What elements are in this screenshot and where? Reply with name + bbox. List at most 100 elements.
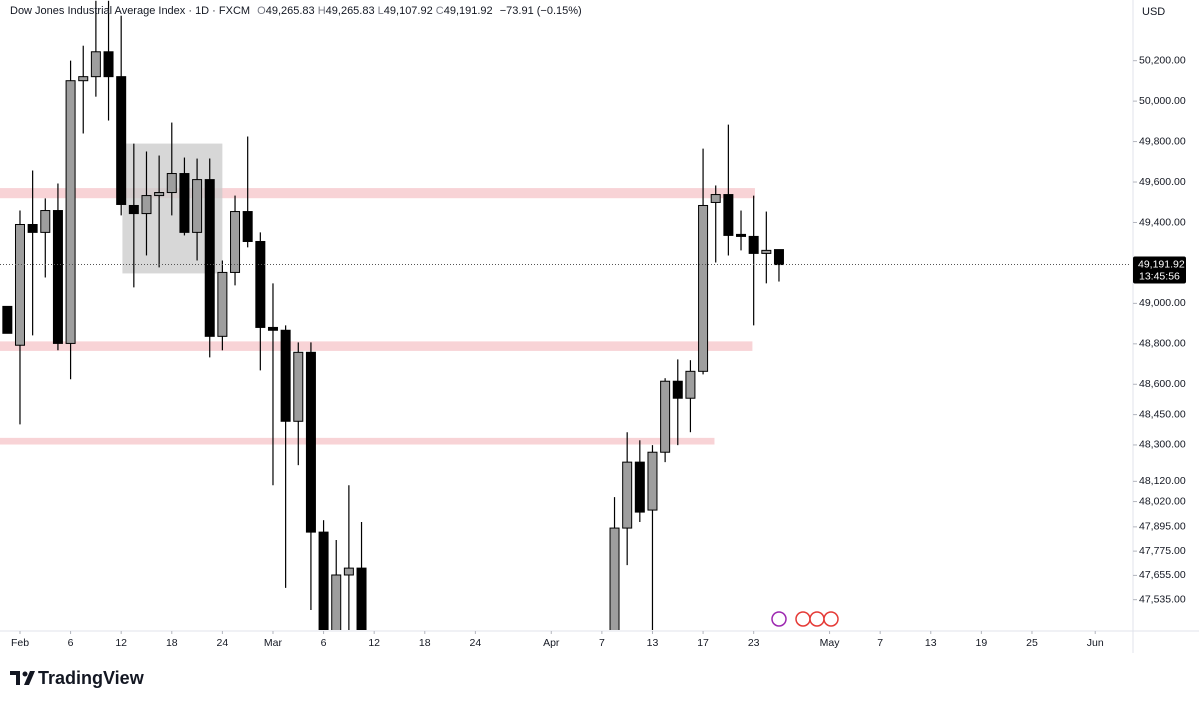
x-tick-label: Jun bbox=[1087, 637, 1104, 649]
zone bbox=[0, 188, 755, 199]
down-body bbox=[267, 326, 278, 331]
symbol: Dow Jones Industrial Average Index · 1D … bbox=[10, 5, 250, 17]
zone bbox=[0, 437, 715, 445]
x-tick-label: Feb bbox=[11, 637, 29, 649]
x-tick-label: 13 bbox=[925, 637, 937, 649]
x-tick-label: 24 bbox=[217, 637, 229, 649]
down-body bbox=[255, 240, 266, 328]
up-body bbox=[609, 527, 620, 630]
low-value: 49,107.92 bbox=[384, 5, 433, 17]
y-tick-label: 48,020.00 bbox=[1139, 495, 1186, 507]
up-body bbox=[166, 173, 177, 194]
y-tick-label: 50,000.00 bbox=[1139, 95, 1186, 107]
open-value: 49,265.83 bbox=[266, 5, 315, 17]
up-body bbox=[192, 179, 203, 233]
up-body bbox=[230, 211, 241, 273]
down-body bbox=[280, 329, 291, 422]
up-body bbox=[761, 249, 772, 254]
up-body bbox=[685, 370, 696, 399]
x-tick-label: 23 bbox=[748, 637, 760, 649]
down-body bbox=[242, 211, 253, 242]
up-body bbox=[343, 567, 354, 576]
plot-area bbox=[0, 0, 1130, 630]
open-label: O bbox=[257, 5, 266, 17]
up-body bbox=[647, 451, 658, 511]
up-body bbox=[293, 351, 304, 422]
y-tick-label: 50,200.00 bbox=[1139, 54, 1186, 66]
x-tick-label: Apr bbox=[543, 637, 560, 649]
change: −73.91 (−0.15%) bbox=[500, 5, 582, 17]
header: Dow Jones Industrial Average Index · 1D … bbox=[10, 5, 582, 17]
x-tick-label: 12 bbox=[115, 637, 127, 649]
y-tick-label: 47,535.00 bbox=[1139, 593, 1186, 605]
x-tick-label: Mar bbox=[264, 637, 283, 649]
down-body bbox=[128, 204, 139, 215]
down-body bbox=[773, 249, 784, 266]
y-tick-label: 49,400.00 bbox=[1139, 216, 1186, 228]
up-body bbox=[622, 461, 633, 529]
y-tick-label: 47,775.00 bbox=[1139, 545, 1186, 557]
y-tick-label: 49,000.00 bbox=[1139, 297, 1186, 309]
down-body bbox=[748, 235, 759, 254]
up-body bbox=[40, 210, 51, 233]
up-body bbox=[154, 192, 165, 197]
down-body bbox=[672, 380, 683, 399]
x-tick-label: 13 bbox=[647, 637, 659, 649]
x-tick-label: 12 bbox=[368, 637, 380, 649]
down-body bbox=[356, 567, 367, 630]
x-tick-label: 25 bbox=[1026, 637, 1038, 649]
x-tick-label: 18 bbox=[419, 637, 431, 649]
x-tick-label: 24 bbox=[470, 637, 482, 649]
y-tick-label: 47,895.00 bbox=[1139, 521, 1186, 533]
y-tick-label: 47,655.00 bbox=[1139, 569, 1186, 581]
down-body bbox=[634, 461, 645, 513]
down-body bbox=[179, 173, 190, 233]
up-body bbox=[14, 223, 25, 346]
x-tick-label: 19 bbox=[976, 637, 988, 649]
x-tick-label: 7 bbox=[877, 637, 883, 649]
low-label: L bbox=[378, 5, 384, 17]
up-body bbox=[217, 271, 228, 337]
up-body bbox=[141, 195, 152, 215]
countdown: 13:45:56 bbox=[1139, 270, 1180, 282]
x-tick-label: May bbox=[820, 637, 841, 649]
y-tick-label: 48,120.00 bbox=[1139, 475, 1186, 487]
logo: TradingView bbox=[38, 668, 145, 688]
logo-mark bbox=[10, 671, 35, 685]
currency: USD bbox=[1142, 6, 1165, 18]
up-body bbox=[65, 80, 76, 344]
down-body bbox=[27, 223, 38, 233]
down-body bbox=[52, 210, 63, 344]
icons bbox=[771, 611, 839, 627]
down-body bbox=[736, 233, 747, 237]
up-body bbox=[90, 51, 101, 78]
zone bbox=[0, 341, 753, 351]
last-price-box bbox=[1133, 256, 1186, 284]
y-tick-label: 48,300.00 bbox=[1139, 439, 1186, 451]
high-value: 49,265.83 bbox=[326, 5, 375, 17]
last-price-label: 49,191.92 bbox=[1138, 258, 1185, 270]
y-tick-label: 48,600.00 bbox=[1139, 378, 1186, 390]
down-body bbox=[116, 76, 127, 205]
x-tick-label: 18 bbox=[166, 637, 178, 649]
high-label: H bbox=[318, 5, 326, 17]
close-value: 49,191.92 bbox=[444, 5, 493, 17]
down-body bbox=[204, 179, 215, 337]
down-body bbox=[305, 351, 316, 533]
close-label: C bbox=[436, 5, 444, 17]
up-body bbox=[331, 574, 342, 630]
x-tick-label: 6 bbox=[68, 637, 74, 649]
up-body bbox=[78, 76, 89, 82]
y-tick-label: 48,800.00 bbox=[1139, 338, 1186, 350]
x-tick-label: 17 bbox=[697, 637, 709, 649]
up-body bbox=[660, 380, 671, 453]
down-body bbox=[2, 305, 13, 334]
x-tick-label: 6 bbox=[321, 637, 327, 649]
down-body bbox=[103, 51, 114, 78]
y-tick-label: 49,800.00 bbox=[1139, 135, 1186, 147]
y-tick-label: 49,600.00 bbox=[1139, 176, 1186, 188]
down-body bbox=[318, 531, 329, 630]
down-body bbox=[723, 194, 734, 236]
